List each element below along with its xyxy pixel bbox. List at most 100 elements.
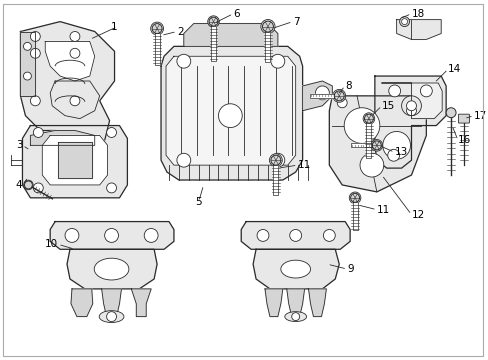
Polygon shape [241,221,349,249]
Circle shape [104,229,118,242]
Polygon shape [67,249,157,289]
Polygon shape [183,24,277,46]
Circle shape [406,106,416,116]
Circle shape [207,16,219,27]
Polygon shape [50,221,174,249]
Ellipse shape [284,312,306,321]
Circle shape [401,19,407,24]
Polygon shape [58,143,92,178]
Circle shape [152,24,162,33]
Text: 12: 12 [411,210,424,220]
Circle shape [150,22,163,35]
Polygon shape [328,96,426,192]
Polygon shape [20,32,35,96]
Polygon shape [286,289,304,316]
Circle shape [23,180,33,190]
Ellipse shape [280,260,310,278]
Polygon shape [350,143,372,147]
Text: 5: 5 [195,197,202,207]
Circle shape [315,86,328,100]
Polygon shape [374,76,445,168]
Circle shape [344,108,379,143]
Circle shape [106,127,116,138]
Polygon shape [302,81,332,111]
Text: 7: 7 [292,17,299,27]
Polygon shape [131,289,151,316]
Polygon shape [161,46,302,180]
Circle shape [334,91,344,101]
Circle shape [218,104,242,127]
Circle shape [30,32,40,41]
Polygon shape [308,289,325,316]
Circle shape [270,153,284,167]
Polygon shape [154,33,159,65]
Circle shape [24,181,32,189]
Text: 4: 4 [16,180,22,190]
Circle shape [177,54,190,68]
Circle shape [420,85,431,97]
Circle shape [33,183,43,193]
Circle shape [270,155,280,165]
Circle shape [70,48,80,58]
Circle shape [144,229,158,242]
Ellipse shape [94,258,129,280]
Ellipse shape [99,311,123,323]
Circle shape [387,149,399,161]
Text: 18: 18 [411,9,424,19]
Circle shape [23,72,31,80]
Text: 17: 17 [473,111,486,121]
Polygon shape [30,131,95,145]
Text: 11: 11 [376,205,389,215]
Text: 2: 2 [177,27,183,36]
Circle shape [291,312,299,320]
Circle shape [177,153,190,167]
Text: 6: 6 [233,9,240,19]
Circle shape [399,17,408,27]
Text: 13: 13 [394,147,407,157]
Circle shape [106,183,116,193]
Circle shape [70,96,80,106]
Polygon shape [273,165,278,195]
Circle shape [70,32,80,41]
Circle shape [289,229,301,241]
Polygon shape [20,22,114,150]
Circle shape [388,85,400,97]
Circle shape [209,17,218,26]
Circle shape [270,54,284,68]
Text: 3: 3 [16,140,22,150]
Polygon shape [309,94,334,98]
Circle shape [23,42,31,50]
Circle shape [445,108,455,118]
Polygon shape [211,26,216,61]
Circle shape [382,131,409,159]
Circle shape [348,192,360,204]
Circle shape [262,21,273,32]
Circle shape [30,48,40,58]
Circle shape [332,89,345,102]
Circle shape [359,153,383,177]
Polygon shape [22,126,127,198]
Circle shape [406,101,416,111]
Circle shape [106,312,116,321]
Polygon shape [253,249,339,289]
FancyBboxPatch shape [458,114,468,123]
Text: 15: 15 [381,101,394,111]
Circle shape [323,229,335,241]
Circle shape [30,96,40,106]
Polygon shape [102,289,121,316]
Text: 1: 1 [111,22,117,32]
Circle shape [261,19,274,33]
Circle shape [401,96,421,116]
Polygon shape [352,202,357,230]
Polygon shape [396,20,440,40]
Circle shape [257,229,268,241]
Circle shape [337,98,346,108]
Polygon shape [366,123,371,158]
Text: 8: 8 [345,81,351,91]
Text: 14: 14 [447,64,461,74]
Circle shape [350,193,359,202]
Circle shape [269,154,282,167]
Polygon shape [71,289,93,316]
Circle shape [363,113,374,125]
Polygon shape [381,83,441,119]
